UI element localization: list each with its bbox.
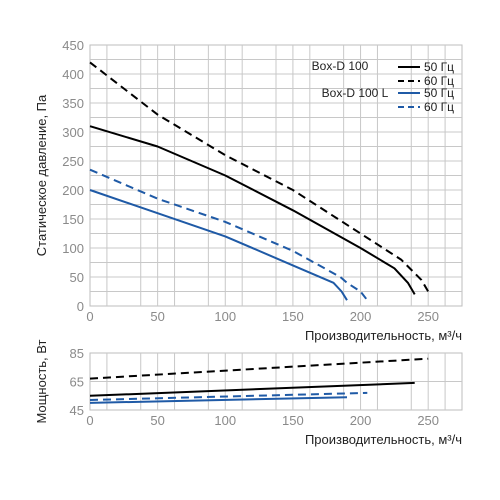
- series-line-1: [89, 125, 416, 295]
- power-chart: 0 50 100 150 200 250 45 65 85 Производительность,…: [34, 339, 463, 447]
- x-tick-label: 100: [214, 309, 236, 324]
- y-tick-label: 50: [70, 270, 84, 285]
- y-axis-label: Мощность, Вт: [34, 339, 49, 423]
- x-tick-label: 150: [282, 309, 304, 324]
- legend-model-1: Box-D 100: [312, 59, 369, 73]
- y-tick-label: 100: [62, 241, 84, 256]
- legend-label-model1-60: 60 Гц: [424, 74, 454, 88]
- pressure-chart: 0 50 100 150 200 250 0 50 100 150 200 250 300 350 400 4…: [34, 38, 463, 343]
- y-tick-label: 300: [62, 125, 84, 140]
- x-tick-label: 50: [150, 309, 164, 324]
- y-tick-label: 65: [70, 375, 84, 390]
- x-tick-label: 200: [350, 413, 372, 428]
- y-tick-label: 45: [70, 403, 84, 418]
- series-line-2: [89, 61, 430, 293]
- series-line-4: [89, 168, 369, 301]
- series-line-2: [89, 381, 415, 397]
- y-tick-label: 350: [62, 96, 84, 111]
- x-tick-label: 250: [417, 309, 439, 324]
- x-tick-label: 100: [214, 413, 236, 428]
- x-tick-label: 0: [86, 413, 93, 428]
- y-axis-label: Статическое давление, Па: [34, 94, 49, 256]
- legend-label-model2-60: 60 Гц: [424, 100, 454, 114]
- x-axis-label: Производительность, м³/ч: [305, 328, 462, 343]
- y-tick-label: 450: [62, 38, 84, 53]
- x-tick-label: 50: [150, 413, 164, 428]
- y-tick-label: 250: [62, 154, 84, 169]
- legend: Box-D 100 50 Гц 60 Гц Box-D 100 L 50 Гц …: [312, 59, 455, 114]
- y-tick-label: 400: [62, 67, 84, 82]
- y-tick-label: 150: [62, 212, 84, 227]
- legend-label-model1-50: 50 Гц: [424, 60, 454, 74]
- x-tick-label: 200: [350, 309, 372, 324]
- series-line-3: [89, 391, 368, 401]
- legend-label-model2-50: 50 Гц: [424, 86, 454, 100]
- legend-model-2: Box-D 100 L: [322, 86, 389, 100]
- x-tick-label: 0: [86, 309, 93, 324]
- y-tick-label: 0: [77, 299, 84, 314]
- x-tick-label: 250: [417, 413, 439, 428]
- series-line-1: [89, 357, 429, 380]
- y-tick-label: 200: [62, 183, 84, 198]
- series-line-4: [89, 396, 348, 404]
- y-tick-label: 85: [70, 346, 84, 361]
- series-line-3: [89, 189, 348, 301]
- x-axis-label: Производительность, м³/ч: [305, 432, 462, 447]
- x-tick-label: 150: [282, 413, 304, 428]
